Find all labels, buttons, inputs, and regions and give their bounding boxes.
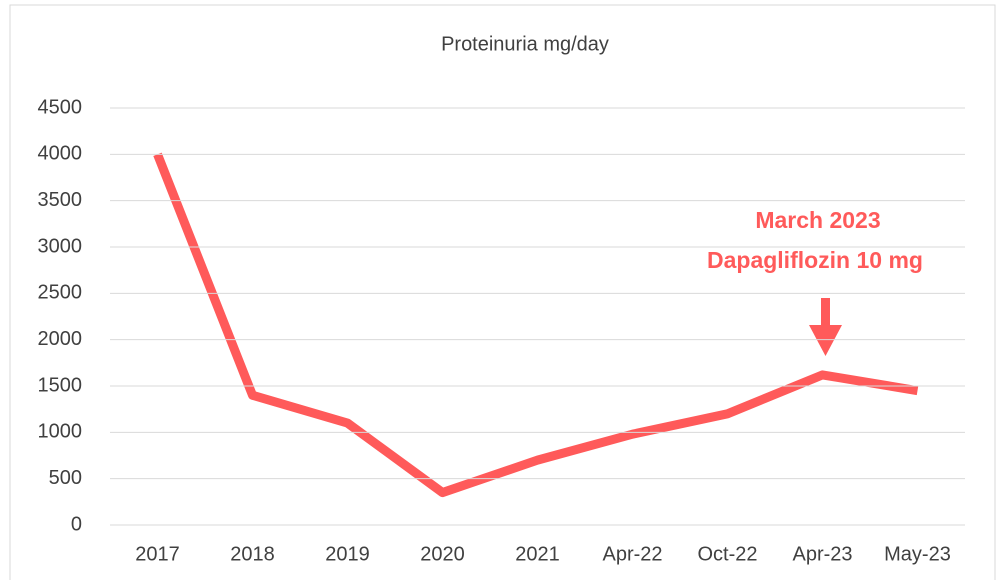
y-tick-label: 2500 <box>38 282 83 304</box>
data-line <box>153 152 919 498</box>
y-tick-label: 4000 <box>38 143 83 165</box>
y-tick-label: 1000 <box>38 421 83 443</box>
y-tick-label: 3000 <box>38 235 83 257</box>
chart-title: Proteinuria mg/day <box>441 33 609 55</box>
x-tick-label: 2019 <box>325 543 370 565</box>
x-tick-label: 2020 <box>420 543 465 565</box>
y-tick-label: 4500 <box>38 96 83 118</box>
x-tick-label: Apr-22 <box>602 543 662 565</box>
x-tick-label: Apr-23 <box>792 543 852 565</box>
annotation-arrow <box>809 298 842 356</box>
y-tick-label: 2000 <box>38 328 83 350</box>
y-tick-label: 1500 <box>38 374 83 396</box>
y-tick-label: 3500 <box>38 189 83 211</box>
x-tick-label: Oct-22 <box>697 543 757 565</box>
annotation: March 2023 <box>755 207 880 233</box>
x-tick-label: 2021 <box>515 543 560 565</box>
y-tick-label: 500 <box>49 467 82 489</box>
x-tick-label: May-23 <box>884 543 951 565</box>
x-tick-label: 2017 <box>135 543 180 565</box>
y-tick-label: 0 <box>71 513 82 535</box>
annotation: Dapagliflozin 10 mg <box>707 247 923 273</box>
x-tick-label: 2018 <box>230 543 275 565</box>
chart-border <box>9 4 996 580</box>
